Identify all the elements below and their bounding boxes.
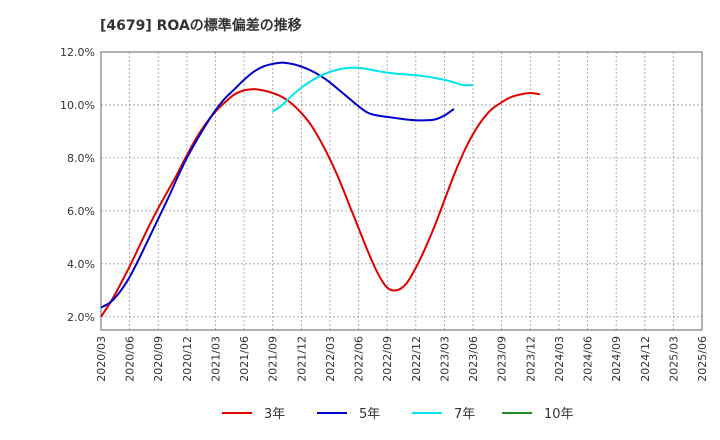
plot-area-frame: [100, 51, 703, 331]
x-tick-label: 2021/09: [267, 336, 280, 382]
x-tick-label: 2025/03: [667, 336, 680, 382]
legend-label-3: 10年: [544, 407, 574, 422]
x-tick-label: 2021/03: [209, 336, 222, 382]
x-tick-label: 2025/06: [696, 336, 709, 382]
legend-label-0: 3年: [264, 407, 285, 422]
y-tick-label: 8.0%: [67, 152, 95, 165]
x-tick-label: 2022/06: [353, 336, 366, 382]
legend: 3年 5年 7年 10年: [222, 407, 574, 422]
x-tick-label: 2020/12: [181, 336, 194, 382]
x-tick-label: 2024/12: [639, 336, 652, 382]
x-tick-label: 2023/09: [496, 336, 509, 382]
series-line-0: [100, 88, 540, 318]
chart-title: [4679] ROAの標準偏差の推移: [100, 17, 302, 34]
legend-label-1: 5年: [359, 407, 380, 422]
x-tick-label: 2024/03: [553, 336, 566, 382]
x-tick-label: 2020/06: [124, 336, 137, 382]
series-lines: [100, 61, 540, 318]
x-tick-label: 2022/12: [410, 336, 423, 382]
x-tick-label: 2023/12: [524, 336, 537, 382]
x-tick-label: 2022/03: [324, 336, 337, 382]
x-tick-label: 2024/06: [582, 336, 595, 382]
x-axis-ticks: 2020/03 2020/06 2020/09 2020/12 2021/03 2021/…: [95, 336, 709, 382]
x-tick-label: 2024/09: [610, 336, 623, 382]
x-tick-label: 2022/09: [381, 336, 394, 382]
x-tick-label: 2021/12: [295, 336, 308, 382]
x-tick-label: 2023/03: [438, 336, 451, 382]
y-axis-ticks: 2.0% 4.0% 6.0% 8.0% 10.0% 12.0%: [60, 46, 95, 324]
x-tick-label: 2021/06: [238, 336, 251, 382]
series-line-1: [100, 61, 455, 309]
y-tick-label: 12.0%: [60, 46, 95, 59]
y-tick-label: 2.0%: [67, 311, 95, 324]
x-tick-label: 2020/09: [152, 336, 165, 382]
x-tick-label: 2020/03: [95, 336, 108, 382]
y-tick-label: 4.0%: [67, 258, 95, 271]
legend-label-2: 7年: [454, 407, 475, 422]
series-line-2: [272, 66, 474, 113]
y-tick-label: 6.0%: [67, 205, 95, 218]
y-tick-label: 10.0%: [60, 99, 95, 112]
x-tick-label: 2023/06: [467, 336, 480, 382]
